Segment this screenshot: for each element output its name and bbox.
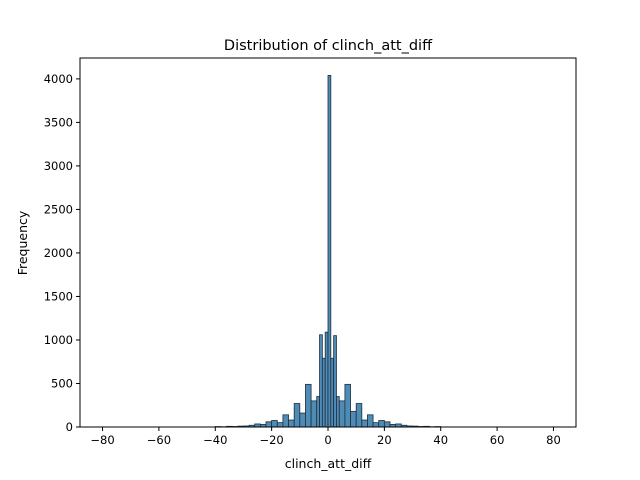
histogram-bar — [336, 396, 340, 428]
x-tick-label: 0 — [324, 433, 331, 447]
histogram-bar — [305, 383, 312, 428]
histogram-bar — [372, 422, 380, 428]
y-tick-label: 4000 — [44, 72, 73, 86]
histogram-bar — [321, 357, 326, 428]
y-tick-label: 3000 — [44, 159, 73, 173]
x-tick-label: 40 — [433, 433, 448, 447]
histogram-bar — [344, 383, 351, 428]
histogram-bar — [282, 414, 289, 428]
y-tick-label: 3500 — [44, 115, 73, 129]
y-tick-label: 2000 — [44, 246, 73, 260]
histogram-bar — [327, 75, 332, 428]
histogram-bar — [333, 335, 337, 428]
x-tick-label: −80 — [90, 433, 114, 447]
x-tick-label: 20 — [377, 433, 392, 447]
x-tick-label: −60 — [147, 433, 171, 447]
x-axis-label: clinch_att_diff — [285, 456, 372, 471]
histogram-bar — [265, 421, 273, 428]
histogram-bar — [293, 403, 301, 428]
histogram-bar — [319, 334, 323, 428]
histogram-bar — [316, 396, 320, 428]
histogram-bar — [310, 400, 318, 428]
y-tick-label: 0 — [66, 420, 73, 434]
histogram-bar — [288, 419, 295, 428]
x-tick-label: 60 — [490, 433, 505, 447]
histogram-bar — [355, 403, 363, 428]
histogram-bar — [367, 414, 374, 428]
histogram-bar — [350, 410, 357, 428]
y-tick-label: 2500 — [44, 202, 73, 216]
histogram-bar — [276, 422, 284, 428]
y-tick-label: 500 — [51, 376, 73, 390]
y-axis: 0 500 1000 1500 2000 2500 3000 3500 4000 — [44, 72, 80, 434]
chart-title: Distribution of clinch_att_diff — [224, 38, 433, 54]
histogram-bar — [324, 331, 329, 428]
histogram-bar — [378, 420, 385, 428]
y-tick-label: 1000 — [44, 333, 73, 347]
x-axis: −80 −60 −40 −20 0 20 40 60 80 — [90, 427, 561, 447]
histogram-bar — [361, 419, 368, 428]
x-tick-label: −20 — [259, 433, 283, 447]
histogram-bar — [338, 400, 346, 428]
x-tick-label: 80 — [546, 433, 561, 447]
histogram-bar — [330, 357, 335, 428]
plot-frame — [79, 57, 577, 428]
y-tick-label: 1500 — [44, 289, 73, 303]
histogram-bar — [299, 412, 306, 428]
histogram-bar — [271, 420, 278, 428]
histogram-bar — [383, 421, 391, 428]
y-axis-label: Frequency — [15, 210, 30, 275]
x-tick-label: −40 — [203, 433, 227, 447]
